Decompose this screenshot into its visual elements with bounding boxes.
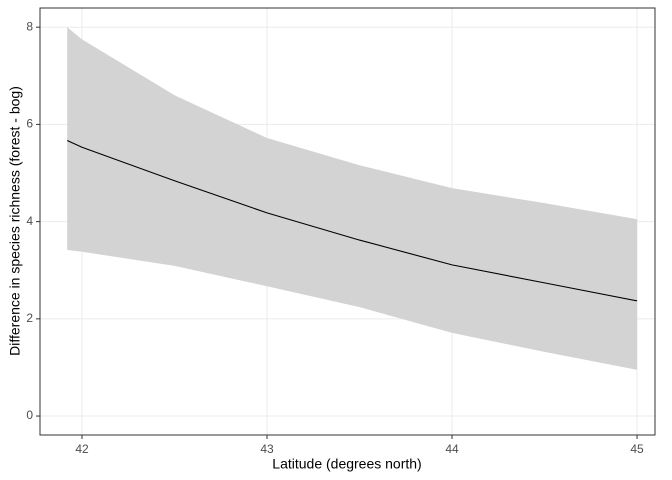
x-tick-label: 45 (630, 442, 644, 456)
y-tick-label: 0 (26, 408, 33, 422)
y-tick-label: 8 (26, 19, 33, 33)
x-tick-label: 44 (445, 442, 459, 456)
x-tick-label: 43 (260, 442, 274, 456)
confidence-ribbon (67, 27, 638, 370)
y-tick-label: 4 (26, 214, 33, 228)
y-axis-title: Difference in species richness (forest -… (7, 86, 23, 356)
fit-line (66, 139, 638, 302)
x-axis-title: Latitude (degrees north) (272, 456, 421, 472)
y-tick-label: 2 (26, 311, 33, 325)
y-tick-label: 6 (26, 117, 33, 131)
x-tick-label: 42 (75, 442, 89, 456)
panel-border (39, 7, 656, 436)
